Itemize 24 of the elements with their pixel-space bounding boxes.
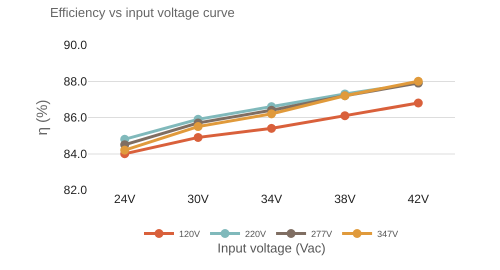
point [267, 109, 276, 118]
legend-label: 347V [377, 229, 398, 240]
point [194, 122, 203, 132]
point [267, 124, 276, 133]
legend-label: 220V [245, 229, 266, 240]
x-tick-label: 42V [408, 192, 429, 206]
y-tick-label: 86.0 [64, 110, 88, 125]
chart-title: Efficiency vs input voltage curve [50, 5, 235, 20]
point [120, 146, 130, 155]
y-tick-label: 88.0 [64, 74, 88, 88]
x-tick-label: 38V [334, 192, 356, 206]
x-axis-title: Input voltage (Vac) [217, 240, 326, 256]
legend-label: 120V [179, 229, 200, 240]
point [340, 111, 350, 120]
x-tick-label: 24V [114, 192, 136, 206]
point [194, 132, 203, 142]
x-tick-label: 30V [187, 192, 209, 206]
y-tick-label: 84.0 [64, 146, 88, 161]
x-tick-label: 34V [260, 192, 282, 206]
legend-label: 277V [311, 229, 332, 240]
y-axis-title: η (%) [34, 100, 51, 136]
y-tick-label: 90.0 [64, 38, 88, 52]
point [414, 98, 423, 108]
y-tick-label: 82.0 [64, 183, 88, 198]
